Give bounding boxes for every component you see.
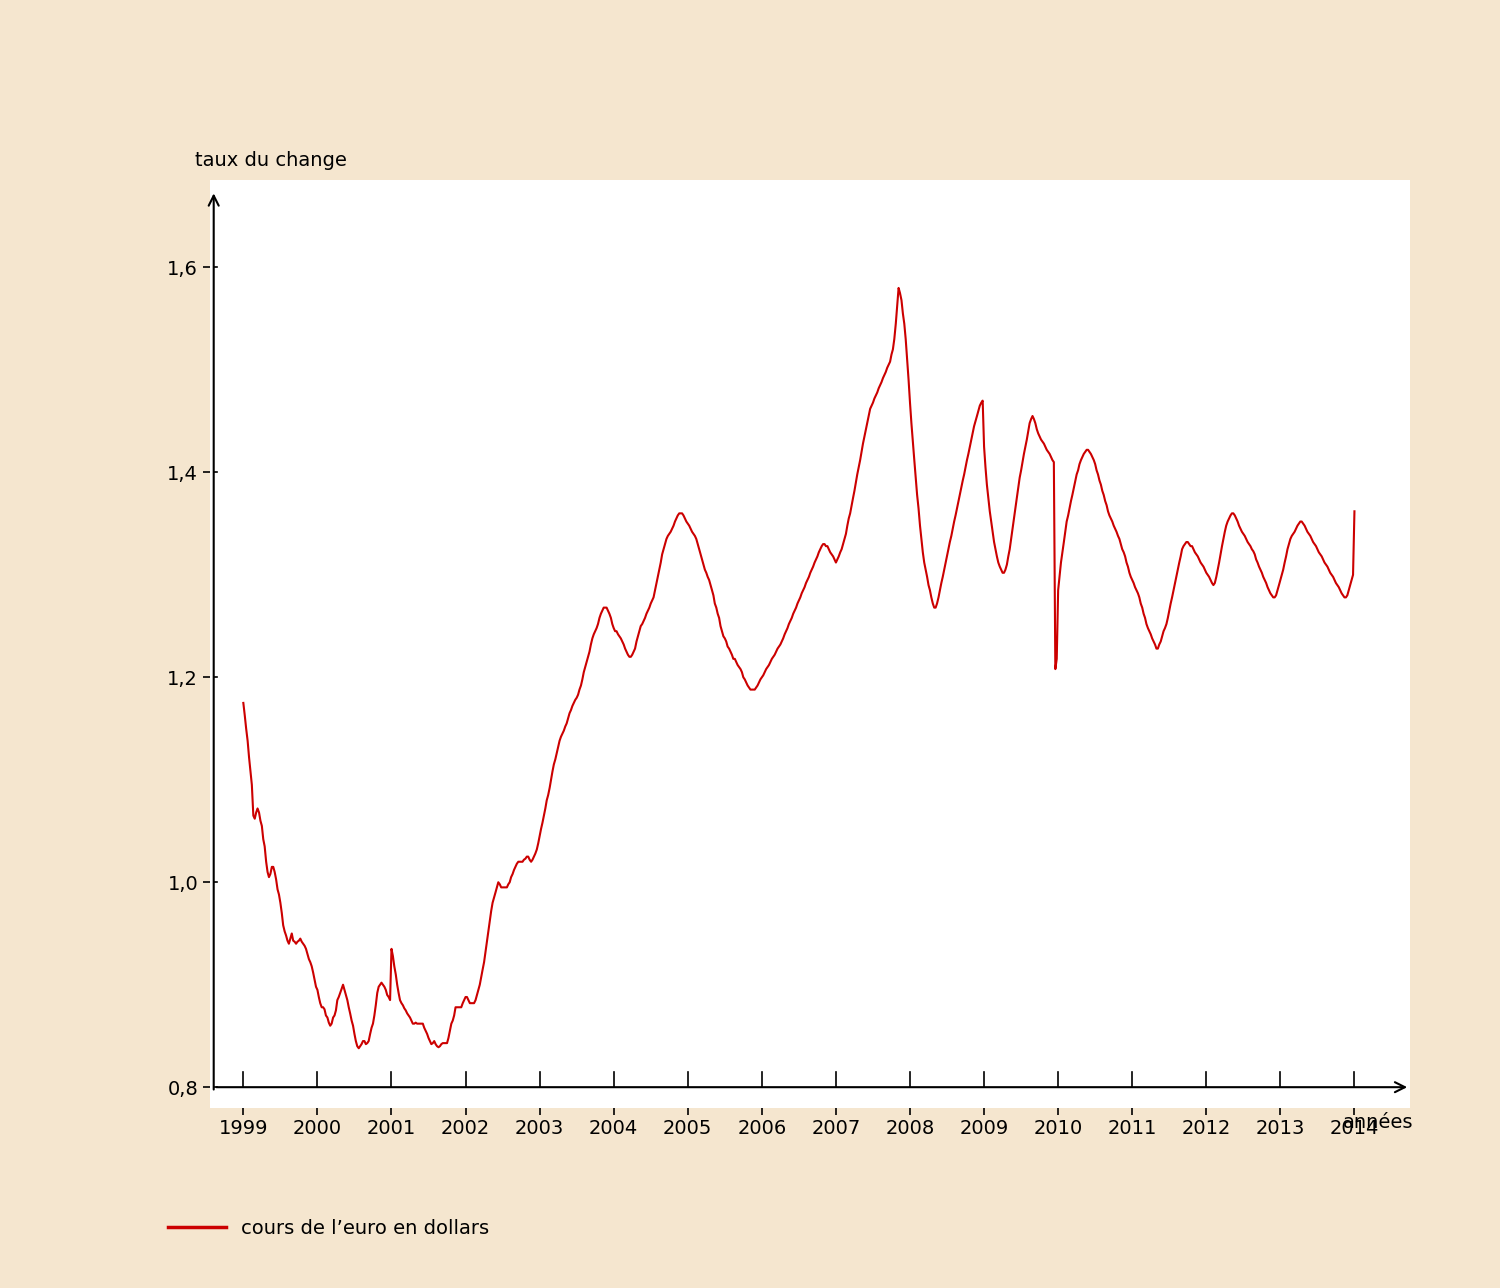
Text: années: années bbox=[1342, 1113, 1413, 1132]
Legend: cours de l’euro en dollars: cours de l’euro en dollars bbox=[159, 1212, 498, 1245]
Text: taux du change: taux du change bbox=[195, 151, 346, 170]
